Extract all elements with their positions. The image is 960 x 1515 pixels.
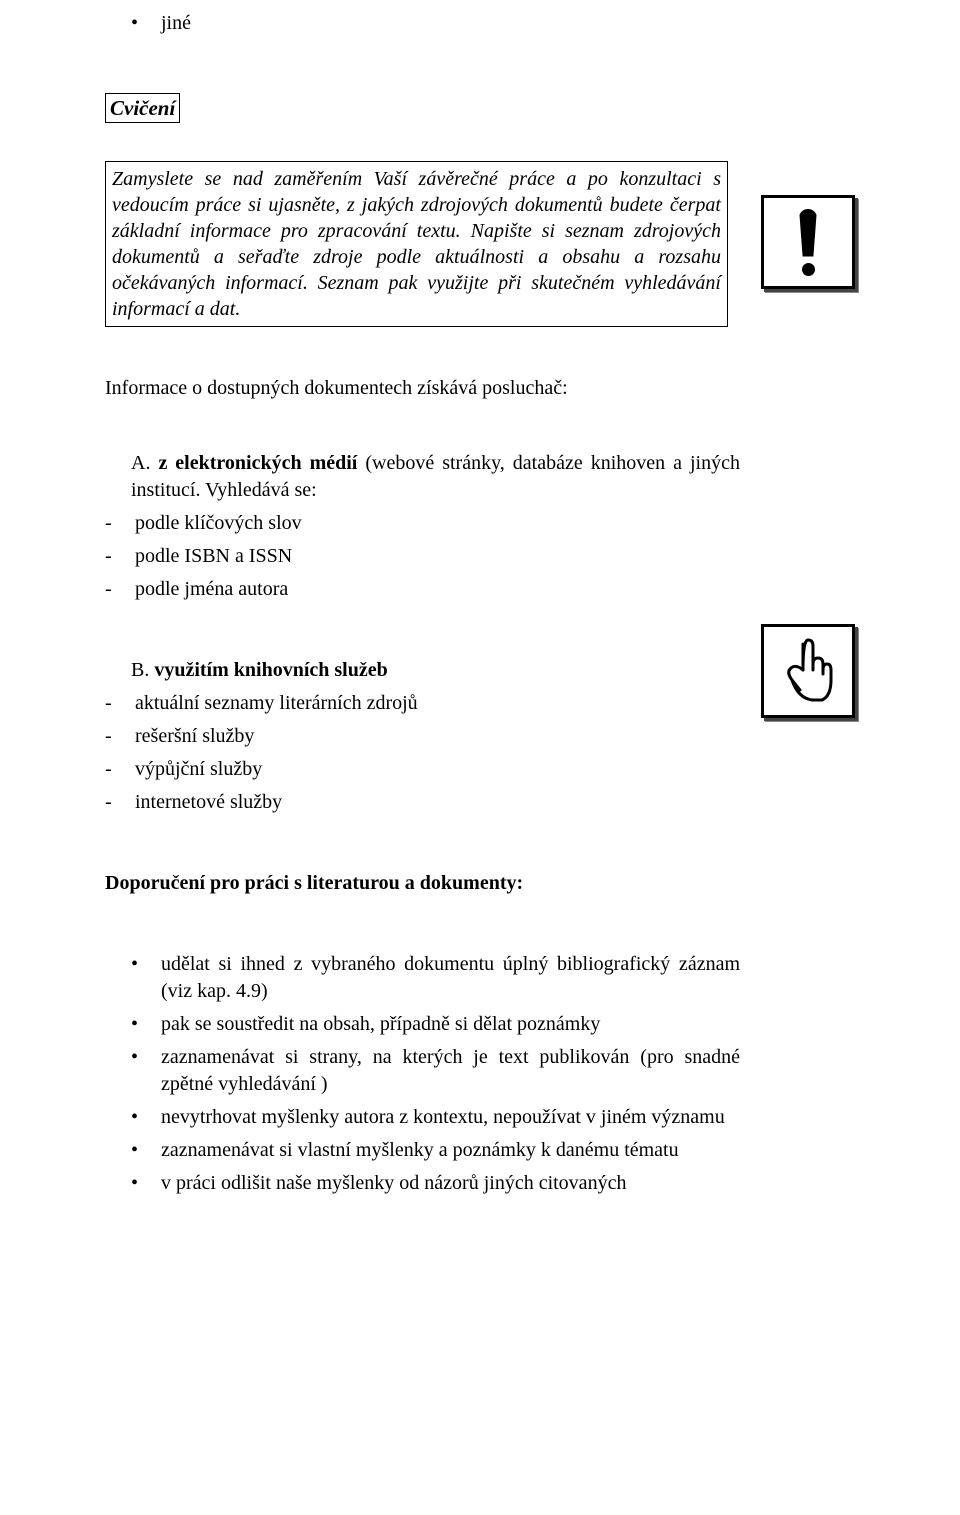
- bullet-icon: •: [131, 1044, 161, 1071]
- section-a-list: - podle klíčových slov - podle ISBN a IS…: [105, 510, 740, 603]
- section-b-list: - aktuální seznamy literárních zdrojů - …: [105, 690, 740, 816]
- bullet-icon: •: [131, 1137, 161, 1164]
- list-item: • nevytrhovat myšlenky autora z kontextu…: [105, 1104, 740, 1131]
- bullet-icon: •: [131, 951, 161, 978]
- section-a-lead: A. z elektronických médií (webové stránk…: [105, 450, 740, 504]
- list-item: • pak se soustředit na obsah, případně s…: [105, 1011, 740, 1038]
- dash-icon: -: [105, 510, 135, 537]
- list-item: • jiné: [105, 10, 740, 37]
- dash-icon: -: [105, 789, 135, 816]
- list-item: - aktuální seznamy literárních zdrojů: [105, 690, 740, 717]
- pointing-hand-icon: [761, 624, 855, 718]
- bullet-icon: •: [131, 1170, 161, 1197]
- list-item: • zaznamenávat si vlastní myšlenky a poz…: [105, 1137, 740, 1164]
- list-item: - rešeršní služby: [105, 723, 740, 750]
- attention-icon: [761, 195, 855, 289]
- list-item: - podle ISBN a ISSN: [105, 543, 740, 570]
- dash-icon: -: [105, 756, 135, 783]
- list-item: - podle klíčových slov: [105, 510, 740, 537]
- exercise-box: Zamyslete se nad zaměřením Vaší závěrečn…: [105, 161, 728, 327]
- bullet-icon: •: [131, 1011, 161, 1038]
- bullet-icon: •: [131, 10, 161, 37]
- list-item: - výpůjční služby: [105, 756, 740, 783]
- list-item: • v práci odlišit naše myšlenky od názor…: [105, 1170, 740, 1197]
- recommendations-list: • udělat si ihned z vybraného dokumentu …: [105, 951, 740, 1197]
- list-text: jiné: [161, 10, 191, 37]
- list-item: • udělat si ihned z vybraného dokumentu …: [105, 951, 740, 1005]
- dash-icon: -: [105, 723, 135, 750]
- recommendations-heading: Doporučení pro práci s literaturou a dok…: [105, 870, 740, 897]
- list-item: - internetové služby: [105, 789, 740, 816]
- section-b-lead: B. využitím knihovních služeb: [105, 657, 740, 684]
- dash-icon: -: [105, 576, 135, 603]
- list-item: - podle jména autora: [105, 576, 740, 603]
- bullet-icon: •: [131, 1104, 161, 1131]
- info-paragraph: Informace o dostupných dokumentech získá…: [105, 375, 740, 402]
- dash-icon: -: [105, 543, 135, 570]
- list-item: • zaznamenávat si strany, na kterých je …: [105, 1044, 740, 1098]
- exercise-text: Zamyslete se nad zaměřením Vaší závěrečn…: [112, 168, 721, 320]
- exercise-heading: Cvičení: [105, 93, 180, 123]
- dash-icon: -: [105, 690, 135, 717]
